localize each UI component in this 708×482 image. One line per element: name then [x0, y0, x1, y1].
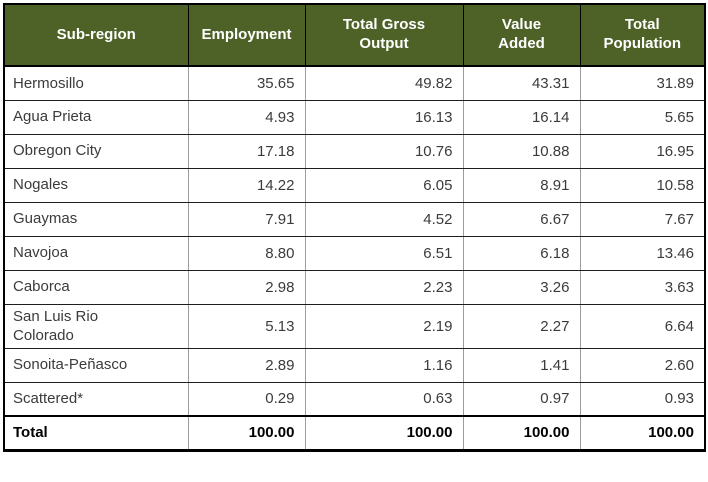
- table-row: Hermosillo 35.65 49.82 43.31 31.89: [3, 65, 706, 101]
- cell-value-added: 6.18: [462, 235, 581, 271]
- cell-employment: 5.13: [187, 303, 306, 349]
- table-row: Agua Prieta 4.93 16.13 16.14 5.65: [3, 99, 706, 135]
- table-row: Nogales 14.22 6.05 8.91 10.58: [3, 167, 706, 203]
- cell-employment: 0.29: [187, 381, 306, 417]
- total-row: Total 100.00 100.00 100.00 100.00: [3, 415, 706, 451]
- cell-value-added: 0.97: [462, 381, 581, 417]
- cell-total-value-added: 100.00: [462, 415, 581, 451]
- cell-value-added: 1.41: [462, 347, 581, 383]
- cell-gross-output: 6.05: [304, 167, 464, 203]
- cell-gross-output: 1.16: [304, 347, 464, 383]
- cell-value-added: 6.67: [462, 201, 581, 237]
- cell-employment: 7.91: [187, 201, 306, 237]
- table-row: Caborca 2.98 2.23 3.26 3.63: [3, 269, 706, 305]
- cell-subregion: Caborca: [3, 269, 189, 305]
- table-row: Scattered* 0.29 0.63 0.97 0.93: [3, 381, 706, 417]
- cell-population: 13.46: [579, 235, 706, 271]
- cell-gross-output: 16.13: [304, 99, 464, 135]
- cell-gross-output: 0.63: [304, 381, 464, 417]
- cell-value-added: 16.14: [462, 99, 581, 135]
- cell-value-added: 3.26: [462, 269, 581, 305]
- table-header: Sub-region Employment Total Gross Output…: [3, 3, 706, 67]
- cell-subregion: Obregon City: [3, 133, 189, 169]
- cell-subregion: Hermosillo: [3, 65, 189, 101]
- cell-population: 2.60: [579, 347, 706, 383]
- cell-subregion: Nogales: [3, 167, 189, 203]
- header-gross-output: Total Gross Output: [304, 3, 464, 67]
- table-row: Sonoita-Peñasco 2.89 1.16 1.41 2.60: [3, 347, 706, 383]
- cell-gross-output: 10.76: [304, 133, 464, 169]
- cell-subregion: Agua Prieta: [3, 99, 189, 135]
- table-row: San Luis Rio Colorado 5.13 2.19 2.27 6.6…: [3, 303, 706, 349]
- header-employment: Employment: [187, 3, 306, 67]
- cell-employment: 2.98: [187, 269, 306, 305]
- cell-subregion: Sonoita-Peñasco: [3, 347, 189, 383]
- cell-population: 0.93: [579, 381, 706, 417]
- table-row: Obregon City 17.18 10.76 10.88 16.95: [3, 133, 706, 169]
- cell-subregion: San Luis Rio Colorado: [3, 303, 189, 349]
- cell-gross-output: 2.19: [304, 303, 464, 349]
- cell-employment: 4.93: [187, 99, 306, 135]
- cell-population: 7.67: [579, 201, 706, 237]
- cell-total-label: Total: [3, 415, 189, 451]
- cell-employment: 17.18: [187, 133, 306, 169]
- cell-gross-output: 2.23: [304, 269, 464, 305]
- cell-employment: 2.89: [187, 347, 306, 383]
- cell-population: 6.64: [579, 303, 706, 349]
- cell-population: 16.95: [579, 133, 706, 169]
- cell-total-employment: 100.00: [187, 415, 306, 451]
- cell-population: 10.58: [579, 167, 706, 203]
- cell-gross-output: 49.82: [304, 65, 464, 101]
- cell-population: 5.65: [579, 99, 706, 135]
- table-row: Navojoa 8.80 6.51 6.18 13.46: [3, 235, 706, 271]
- cell-population: 31.89: [579, 65, 706, 101]
- cell-gross-output: 6.51: [304, 235, 464, 271]
- cell-value-added: 43.31: [462, 65, 581, 101]
- cell-value-added: 8.91: [462, 167, 581, 203]
- cell-subregion: Guaymas: [3, 201, 189, 237]
- header-population: Total Population: [579, 3, 706, 67]
- table-row: Guaymas 7.91 4.52 6.67 7.67: [3, 201, 706, 237]
- cell-population: 3.63: [579, 269, 706, 305]
- cell-value-added: 10.88: [462, 133, 581, 169]
- cell-subregion: Scattered*: [3, 381, 189, 417]
- cell-value-added: 2.27: [462, 303, 581, 349]
- subregion-statistics-table: Sub-region Employment Total Gross Output…: [3, 3, 706, 452]
- header-subregion: Sub-region: [3, 3, 189, 67]
- cell-subregion: Navojoa: [3, 235, 189, 271]
- cell-total-gross-output: 100.00: [304, 415, 464, 451]
- cell-gross-output: 4.52: [304, 201, 464, 237]
- page: Sub-region Employment Total Gross Output…: [3, 3, 706, 452]
- header-row: Sub-region Employment Total Gross Output…: [3, 3, 706, 67]
- cell-employment: 8.80: [187, 235, 306, 271]
- cell-employment: 14.22: [187, 167, 306, 203]
- table-body: Hermosillo 35.65 49.82 43.31 31.89 Agua …: [3, 65, 706, 451]
- cell-employment: 35.65: [187, 65, 306, 101]
- header-value-added: Value Added: [462, 3, 581, 67]
- cell-total-population: 100.00: [579, 415, 706, 451]
